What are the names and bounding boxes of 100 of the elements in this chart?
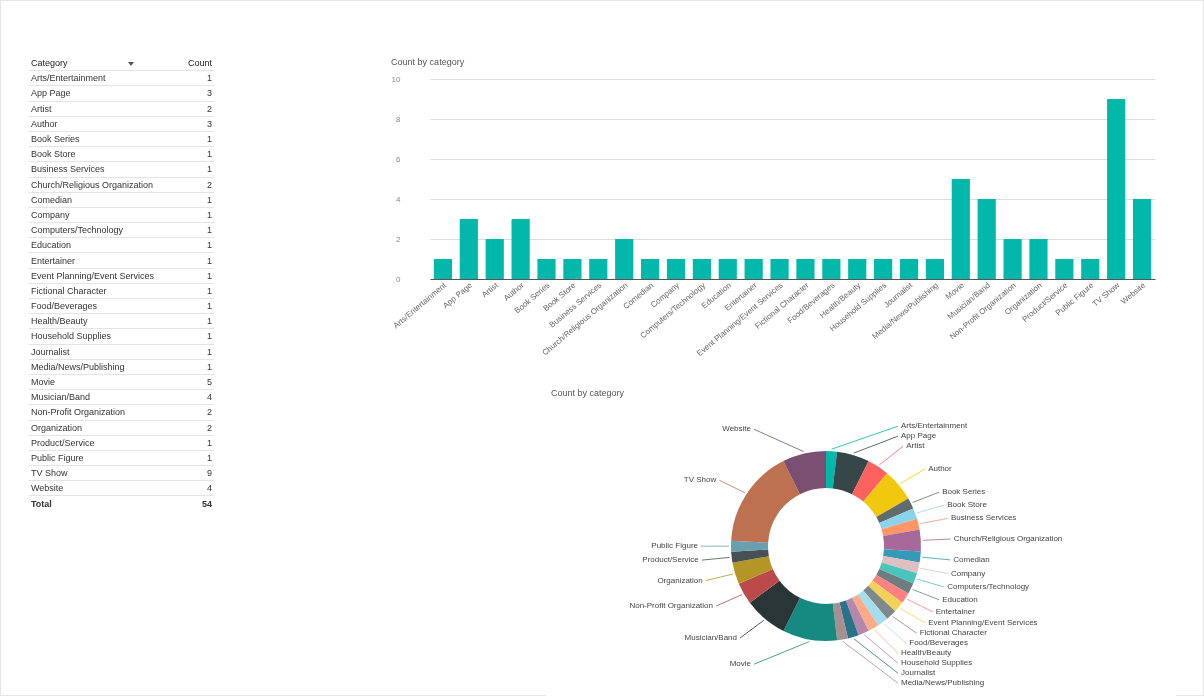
data-label: 1: [180, 268, 214, 284]
data-label: 1: [180, 450, 214, 466]
donut-slice: [879, 508, 918, 530]
category-label: TV Show: [29, 465, 181, 481]
slice-label: Book Store: [947, 499, 988, 509]
donut-slice: [863, 585, 896, 619]
category-label: Public Figure: [29, 450, 181, 466]
bar: [848, 259, 867, 279]
category-label: Organization: [29, 420, 181, 436]
data-label: 3: [180, 85, 214, 102]
category-label: Computers/Technology: [29, 222, 181, 238]
data-label: 1: [180, 298, 214, 314]
slice-label: Business Services: [950, 513, 1017, 523]
slice-label: Journalist: [901, 668, 937, 678]
category-label: Website: [29, 480, 181, 496]
bar: [511, 219, 530, 279]
donut-slice: [738, 569, 780, 603]
data-label: 2: [180, 404, 214, 420]
donut-slice: [783, 451, 826, 495]
category-label: Entertainer: [29, 252, 181, 269]
category-label: Business Services: [29, 161, 181, 177]
category-label: Event Planning/Event Services: [29, 268, 181, 284]
bar: [1003, 239, 1022, 279]
category-label: Non-Profit Organization: [29, 404, 181, 420]
data-label: 2: [180, 101, 214, 117]
donut-slice: [876, 498, 914, 524]
donut-slice: [883, 529, 921, 552]
y-tick-label: 2: [396, 234, 402, 244]
bar: [433, 259, 453, 279]
category-label: Author: [29, 116, 181, 132]
category-label: Book Store: [29, 146, 181, 162]
slice-label: Comedian: [953, 554, 990, 564]
bar: [666, 259, 686, 279]
category-label: Arts/Entertainment: [29, 70, 181, 86]
slice-label: Movie: [729, 659, 752, 669]
bar: [718, 259, 737, 279]
donut-slice: [872, 574, 909, 603]
slice-label: Author: [928, 463, 953, 473]
donut-slice: [845, 597, 869, 636]
donut-slice: [731, 540, 769, 552]
bar: [874, 259, 893, 279]
donut-slice: [879, 562, 918, 584]
bar: [692, 259, 711, 279]
text: Total: [30, 497, 53, 511]
donut-slice: [731, 461, 800, 543]
slice-label: Artist: [906, 441, 926, 451]
donut-slice: [832, 451, 869, 495]
data-label: 4: [180, 480, 214, 496]
bar: [770, 259, 789, 279]
category-label: Product/Service: [29, 435, 181, 451]
data-label: 1: [180, 283, 214, 299]
bar: [899, 259, 919, 279]
chart-title: Count by category: [551, 388, 625, 398]
data-label: 9: [180, 465, 214, 481]
slice-label: Computers/Technology: [947, 581, 1030, 591]
category-label: Company: [29, 207, 181, 223]
data-label: 1: [180, 131, 214, 147]
slice-label: App Page: [901, 431, 937, 441]
bar: [1107, 99, 1126, 279]
slice-label: Company: [950, 568, 986, 578]
bar: [537, 259, 556, 279]
category-label: Education: [29, 237, 181, 253]
category-label: Church/Religious Organization: [29, 177, 181, 193]
text: 54: [201, 497, 213, 511]
bar: [459, 219, 478, 279]
bar: [977, 199, 996, 279]
data-label: 1: [180, 70, 214, 86]
slice-label: Public Figure: [651, 541, 699, 551]
y-tick-label: 6: [396, 154, 402, 164]
data-label: 1: [180, 146, 214, 162]
data-label: 5: [180, 374, 214, 390]
donut-slice: [731, 549, 769, 563]
data-label: 1: [180, 237, 214, 253]
donut-slice: [883, 549, 921, 563]
text: Category: [29, 56, 181, 71]
bar: [796, 259, 815, 279]
donut-slice: [857, 590, 888, 626]
slice-label: Event Planning/Event Services: [928, 618, 1038, 628]
category-label: Book Series: [29, 131, 181, 147]
bar: [744, 259, 763, 279]
bar: [925, 259, 944, 279]
category-label: Musician/Band: [29, 389, 181, 405]
slice-label: Organization: [657, 575, 703, 585]
bar: [615, 239, 634, 279]
data-label: 1: [180, 435, 214, 451]
data-label: 2: [180, 420, 214, 436]
slice-label: Product/Service: [642, 555, 700, 565]
bar: [589, 259, 608, 279]
category-label: Movie: [29, 374, 181, 390]
donut-slice: [839, 600, 859, 639]
slice-label: Church/Religious Organization: [953, 534, 1063, 544]
data-label: 2: [180, 177, 214, 193]
data-label: 3: [180, 116, 214, 132]
slice-label: Health/Beauty: [901, 648, 952, 658]
data-label: 1: [180, 359, 214, 375]
donut-slice: [783, 597, 838, 641]
bar: [563, 259, 582, 279]
category-label: Artist: [29, 101, 181, 117]
slice-label: Fictional Character: [919, 628, 988, 638]
donut-slice: [868, 580, 903, 612]
